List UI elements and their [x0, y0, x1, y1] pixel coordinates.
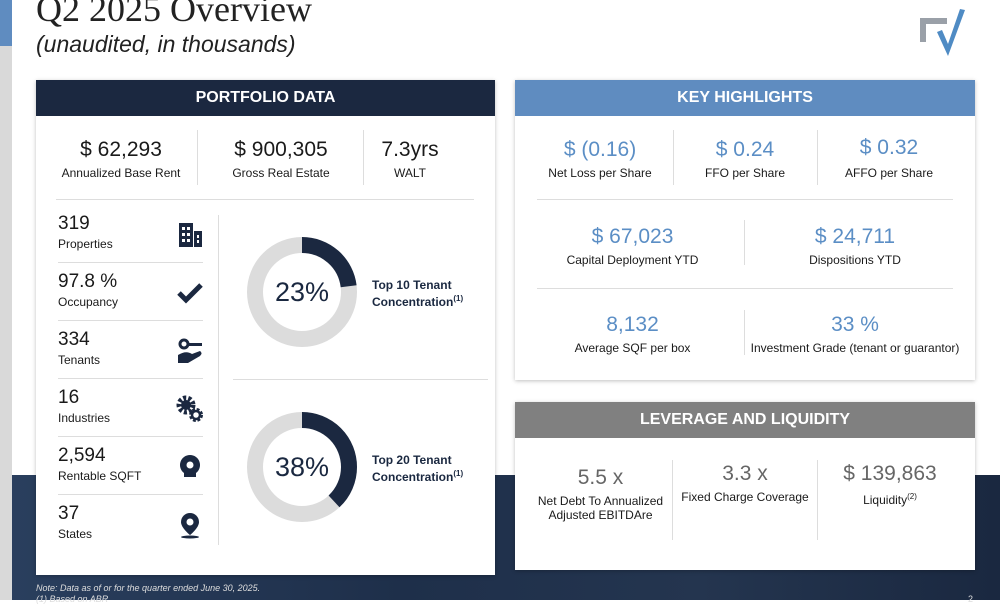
row-value: 97.8 % [58, 271, 118, 292]
checkmark-icon [176, 279, 204, 307]
portfolio-row-rentable-sqft: 2,594 Rentable SQFT [58, 445, 203, 483]
highlights-header: KEY HIGHLIGHTS [515, 80, 975, 116]
stat-abr: $ 62,293 Annualized Base Rent [61, 138, 181, 180]
left-strip [0, 0, 12, 600]
stat-walt: 7.3yrs WALT [381, 138, 439, 180]
donut-top10-label: Top 10 Tenant Concentration(1) [372, 278, 464, 309]
stat-affo: $ 0.32 AFFO per Share [844, 136, 934, 180]
portfolio-row-properties: 319 Properties [58, 213, 203, 251]
logo-icon [920, 9, 965, 56]
row-label: Rentable SQFT [58, 469, 142, 483]
lightbulb-icon [176, 453, 204, 481]
stat-gross-real-estate: $ 900,305 Gross Real Estate [232, 138, 330, 180]
row-label: Industries [58, 411, 111, 425]
stat-net-loss: $ (0.16) Net Loss per Share [548, 138, 652, 180]
stat-capital-deployment: $ 67,023 Capital Deployment YTD [566, 225, 699, 267]
page-subtitle: (unaudited, in thousands) [36, 31, 296, 57]
row-label: States [58, 527, 93, 541]
portfolio-header: PORTFOLIO DATA [36, 80, 495, 116]
row-value: 334 [58, 329, 90, 350]
footnote-note: Note: Data as of or for the quarter ende… [36, 583, 261, 593]
leverage-panel: LEVERAGE AND LIQUIDITY 5.5 x Net Debt To … [515, 402, 975, 570]
donut-top20 [247, 412, 357, 522]
row-label: Occupancy [58, 295, 119, 309]
donut-top10-pct: 23% [274, 277, 330, 307]
portfolio-panel: PORTFOLIO DATA $ 62,293 Annualized Base R… [36, 80, 495, 575]
donut-top20-label: Top 20 Tenant Concentration(1) [372, 453, 464, 484]
stat-investment-grade: 33 % Investment Grade (tenant or guaranto… [750, 313, 960, 355]
map-pin-icon [176, 511, 204, 539]
building-icon [176, 221, 204, 249]
row-value: 37 [58, 503, 80, 524]
portfolio-row-industries: 16 Industries [58, 387, 203, 425]
donut-arc [247, 412, 357, 522]
row-value: 2,594 [58, 445, 106, 466]
donut-top10 [247, 237, 357, 347]
stat-net-debt: 5.5 x Net Debt To Annualized Adjusted EBI… [537, 466, 664, 522]
stat-avg-sqf: 8,132 Average SQF per box [574, 313, 691, 355]
donut-top20-pct: 38% [274, 452, 330, 482]
footnote-1: (1) Based on ABR [36, 594, 109, 604]
left-accent [0, 0, 12, 46]
portfolio-row-tenants: 334 Tenants [58, 329, 203, 367]
stat-liquidity: $ 139,863 Liquidity(2) [843, 462, 937, 507]
leverage-header: LEVERAGE AND LIQUIDITY [515, 402, 975, 438]
key-hand-icon [176, 337, 204, 365]
row-label: Tenants [58, 353, 101, 367]
highlights-panel: KEY HIGHLIGHTS $ (0.16) Net Loss per Shar… [515, 80, 975, 380]
stat-fixed-charge: 3.3 x Fixed Charge Coverage [681, 462, 809, 504]
row-label: Properties [58, 237, 113, 251]
stat-ffo: $ 0.24 FFO per Share [704, 138, 786, 180]
stat-dispositions: $ 24,711 Dispositions YTD [809, 225, 901, 267]
page-number: 2 [968, 594, 974, 604]
portfolio-row-occupancy: 97.8 % Occupancy [58, 271, 203, 309]
row-value: 16 [58, 387, 80, 408]
portfolio-row-states: 37 States [58, 503, 203, 541]
row-value: 319 [58, 213, 90, 234]
donut-arc [247, 237, 357, 347]
page-title: Q2 2025 Overview [36, 0, 312, 29]
gears-icon [176, 395, 204, 423]
